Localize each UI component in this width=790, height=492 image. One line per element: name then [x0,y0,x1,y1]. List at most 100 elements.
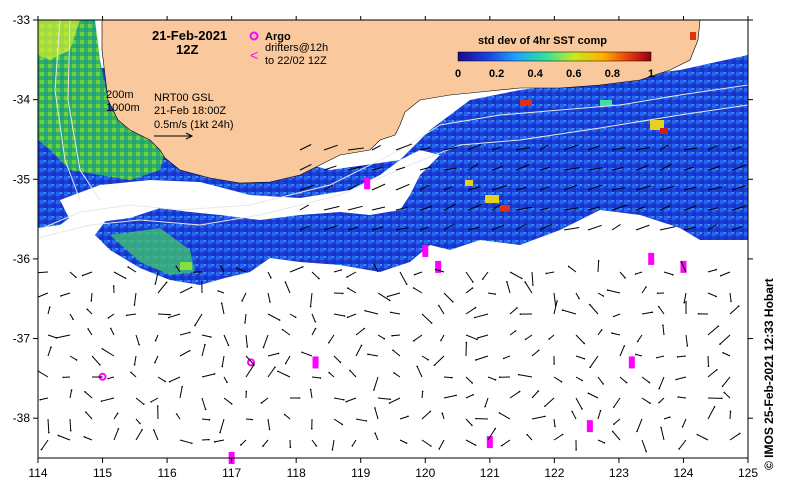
drifter-track [435,260,442,273]
date-title: 21-Feb-2021 [152,28,227,43]
current-vector [69,418,72,431]
current-vector-tip [109,327,112,330]
current-vector-tip [72,318,74,320]
current-vector [553,376,562,383]
x-tick-label: 118 [287,466,306,480]
current-vector [377,292,391,301]
current-vector [678,439,687,450]
current-vector-tip [413,273,416,276]
current-vector [637,334,643,342]
current-vector [509,307,518,315]
current-vector-tip [309,305,312,308]
current-vector [707,145,718,151]
current-vector [367,353,379,357]
current-vector-tip [730,300,732,303]
argo-float [247,358,255,367]
current-vector [731,185,746,191]
current-vector [176,413,181,420]
current-vector-tip [514,330,517,332]
current-vector [729,292,732,302]
current-vector [575,355,585,360]
current-vector [101,397,115,402]
current-vector [282,329,291,336]
current-vector-tip [69,429,72,432]
current-vector-tip [474,306,477,309]
current-vector-tip [270,276,272,279]
cloud-offshore [38,218,748,458]
current-vector [331,439,335,450]
current-vector [443,203,456,211]
depth-contours [38,20,748,239]
y-tick-label: -34 [13,93,31,107]
drifter-track [422,244,429,257]
current-vector-tip [208,419,211,421]
current-vector-tip [474,359,477,361]
current-vector [201,397,207,410]
current-vector [84,436,93,441]
current-vector-tip [389,311,392,314]
current-vector [135,418,141,424]
current-vector-tip [517,373,520,376]
current-vector-tip [139,422,141,425]
current-vector [722,352,731,357]
current-vector [678,396,687,399]
current-vector [154,271,159,285]
current-vector [707,224,718,231]
current-vector [491,185,508,191]
current-vector [707,292,717,297]
current-vector-tip [208,438,210,441]
current-vector-tip [175,413,178,415]
current-vector-tip [392,349,394,352]
current-vector [465,334,478,340]
current-vector-tip [537,349,540,352]
current-vector [506,281,511,294]
current-vector [328,372,335,378]
current-vector [539,223,553,231]
current-vector [707,269,717,273]
current-vector [201,418,210,421]
current-vector-tip [656,292,659,295]
current-vector-tip [40,448,43,451]
current-vector-tip [518,390,521,393]
current-vector [377,334,385,340]
current-vector [443,223,455,231]
current-vector [539,144,550,151]
current-vector-tip [721,397,723,400]
current-vector [509,271,523,279]
current-vector-tip [588,303,591,306]
current-vector [299,184,315,191]
current-vector [311,313,316,322]
current-vector-tip [685,300,687,303]
current-vector-tip [213,441,216,443]
current-vector [126,313,137,316]
current-vector [685,334,688,346]
current-vector [346,271,357,278]
current-vector [236,267,247,273]
current-vector [323,225,338,231]
x-tick-label: 119 [351,466,370,480]
current-vector-tip [252,364,255,367]
current-vector [134,355,137,365]
current-vector [613,313,621,317]
current-vector-tip [660,426,662,429]
current-vector-tip [474,444,477,446]
current-vector [214,439,225,443]
argo-legend-icon [249,31,259,41]
current-vector [635,164,649,171]
current-vector [482,271,489,280]
drifter-legend-icon: < [250,47,258,63]
current-vector [683,186,697,191]
current-vector-tip [342,292,344,295]
x-tick-label: 120 [415,466,435,480]
current-vector [515,206,532,211]
current-vector-tip [544,415,546,418]
current-vector [47,334,57,339]
longitude-axis: 114 115 116 117 118 119 120 121 122 123 124 125 [28,16,758,480]
current-vector-tip [277,352,280,355]
current-vector-tip [719,343,721,345]
current-vector-tip [154,339,157,342]
current-vector-tip [636,430,638,433]
current-vector-tip [310,427,313,430]
current-vector-tip [713,405,716,408]
current-vector-tip [405,283,408,285]
